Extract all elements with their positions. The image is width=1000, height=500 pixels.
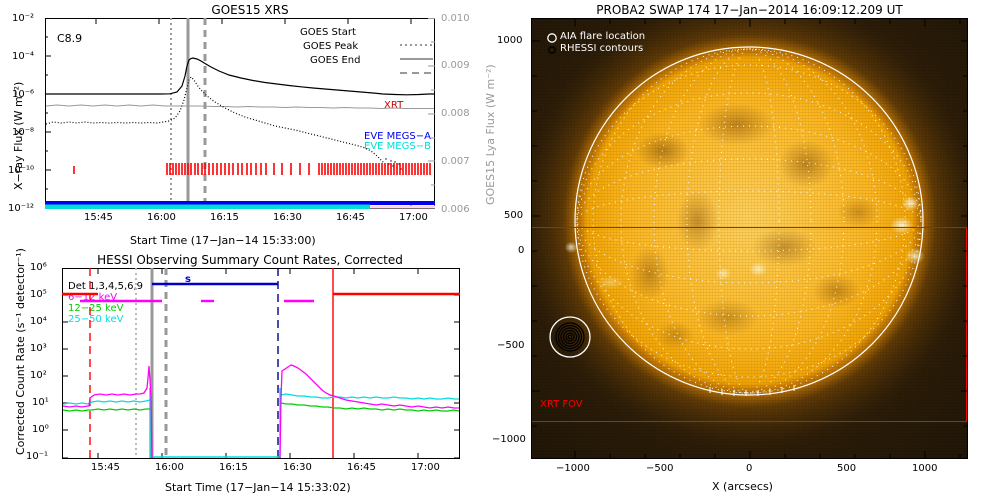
swap-xtick-0: −1000 [556, 463, 590, 474]
hessi-legend-label-1: 12−25 keV [68, 303, 124, 314]
hessi-ytick-1: 10⁵ [30, 289, 47, 300]
goes-legend-label-0: GOES Start [300, 27, 356, 38]
swap-xlabel: X (arcsecs) [712, 480, 773, 493]
goes-xtick-5: 17:00 [399, 212, 428, 223]
hessi-ytick-3: 10³ [30, 343, 47, 354]
goes-ytick-0: 10⁻² [12, 13, 35, 24]
hessi-xtick-1: 16:00 [155, 462, 184, 473]
goes-right-ytick-3: 0.007 [441, 156, 470, 167]
goes-ytick-1: 10⁻⁴ [12, 51, 35, 62]
swap-xtick-1: −500 [646, 463, 674, 474]
aia-flare-location-circle [549, 316, 591, 358]
goes-short-curve [45, 76, 385, 164]
rhessi-contours [555, 322, 585, 352]
hessi-curve-12-25-b [280, 402, 460, 412]
hessi-plot-canvas [62, 268, 460, 459]
goes-ylabel-right: GOES15 Lya Flux (W m⁻²) [484, 64, 497, 205]
swap-panel-title: PROBA2 SWAP 174 17−Jan−2014 16:09:12.209… [596, 3, 903, 17]
swap-xtick-4: 1000 [912, 463, 938, 474]
goes-series-label-xrt: XRT [384, 100, 404, 111]
goes-xtick-3: 16:30 [273, 212, 302, 223]
swap-legend-label-0: AIA flare location [560, 31, 646, 42]
hessi-ytick-5: 10¹ [32, 397, 49, 408]
hessi-curve-6-12-b [279, 364, 459, 459]
goes-xtick-0: 15:45 [84, 212, 113, 223]
image-noise-overlay [532, 19, 967, 458]
hessi-curve-12-25 [62, 408, 150, 412]
swap-ytick-0: 1000 [497, 35, 523, 46]
hessi-ytick-2: 10⁴ [30, 316, 47, 327]
swap-xtick-2: 0 [746, 463, 753, 474]
solar-limb-circle [574, 46, 924, 396]
hessi-legend-label-0: 6−12 keV [68, 292, 118, 303]
goes-legend-label-1: GOES Peak [303, 41, 359, 52]
goes-plot-canvas [45, 18, 435, 209]
hessi-legend-label-2: 25−50 keV [68, 314, 124, 325]
hessi-night-marker: s [185, 274, 191, 285]
goes-ytick-3: 10⁻⁸ [12, 127, 35, 138]
hessi-ytick-6: 10⁰ [32, 424, 49, 435]
goes-ytick-2: 10⁻⁶ [12, 89, 35, 100]
goes-legend-label-2: GOES End [310, 55, 361, 66]
hessi-panel-title: HESSI Observing Summary Count Rates, Cor… [97, 253, 403, 267]
hessi-xtick-5: 17:00 [411, 462, 440, 473]
goes-xtick-1: 16:00 [147, 212, 176, 223]
hessi-xtick-2: 16:15 [219, 462, 248, 473]
swap-ytick-4: −1000 [492, 434, 526, 445]
goes-ytick-4: 10⁻¹⁰ [8, 165, 35, 176]
hessi-curve-25-50-b [280, 393, 459, 400]
hessi-ytick-4: 10² [30, 370, 47, 381]
goes-series-label-megsa: EVE MEGS−A [364, 131, 431, 142]
hessi-ytick-0: 10⁶ [30, 262, 47, 273]
xrt-fov-label: XRT FOV [540, 399, 583, 410]
hessi-ytick-7: 10⁻¹ [26, 451, 49, 462]
goes-plot-frame [45, 18, 435, 209]
hessi-xtick-4: 16:45 [347, 462, 376, 473]
swap-overlays [547, 33, 924, 396]
swap-xtick-3: 500 [837, 463, 857, 474]
goes-lya-curve [45, 104, 434, 110]
hessi-legend-detectors: Det 1,3,4,5,6,9 [68, 281, 144, 292]
goes-xtick-4: 16:45 [336, 212, 365, 223]
goes-long-curve [46, 57, 434, 96]
goes-series-label-megsb: EVE MEGS−B [364, 141, 431, 152]
goes-xtick-2: 16:15 [210, 212, 239, 223]
swap-legend-label-1: RHESSI contours [560, 43, 644, 54]
legend-aia-marker-icon [547, 33, 557, 43]
legend-rhessi-marker-icon [548, 46, 556, 54]
goes-ytick-5: 10⁻¹² [8, 203, 35, 214]
hessi-ylabel: Corrected Count Rate (s⁻¹ detector⁻¹) [14, 248, 27, 455]
swap-ytick-2: 0 [518, 245, 525, 256]
goes-class-annotation: C8.9 [57, 32, 83, 45]
goes-right-ytick-1: 0.009 [441, 60, 470, 71]
xrt-tick-bars [73, 163, 431, 175]
active-region-brightenings [532, 19, 967, 458]
goes-right-ytick-2: 0.008 [441, 108, 470, 119]
hessi-xtick-3: 16:30 [283, 462, 312, 473]
hessi-curve-25-50 [62, 399, 151, 405]
goes-right-ytick-0: 0.010 [441, 13, 470, 24]
hessi-xtick-0: 15:45 [91, 462, 120, 473]
goes-panel-title: GOES15 XRS [211, 3, 289, 17]
goes-ylabel: X−ray Flux (W m⁻²) [12, 81, 25, 190]
swap-ytick-3: −500 [497, 340, 525, 351]
xrt-fov-rectangle [532, 227, 967, 422]
hessi-xlabel: Start Time (17−Jan−14 15:33:02) [165, 481, 351, 494]
limb-ticks [709, 385, 795, 396]
swap-image-panel: AIA flare location RHESSI contours XRT F… [531, 18, 968, 459]
goes-xlabel: Start Time (17−Jan−14 15:33:00) [130, 234, 316, 247]
goes-right-ytick-4: 0.006 [441, 204, 470, 215]
heliographic-grid [576, 48, 922, 394]
hessi-curve-6-12 [62, 365, 153, 459]
swap-ytick-1: 500 [504, 210, 524, 221]
